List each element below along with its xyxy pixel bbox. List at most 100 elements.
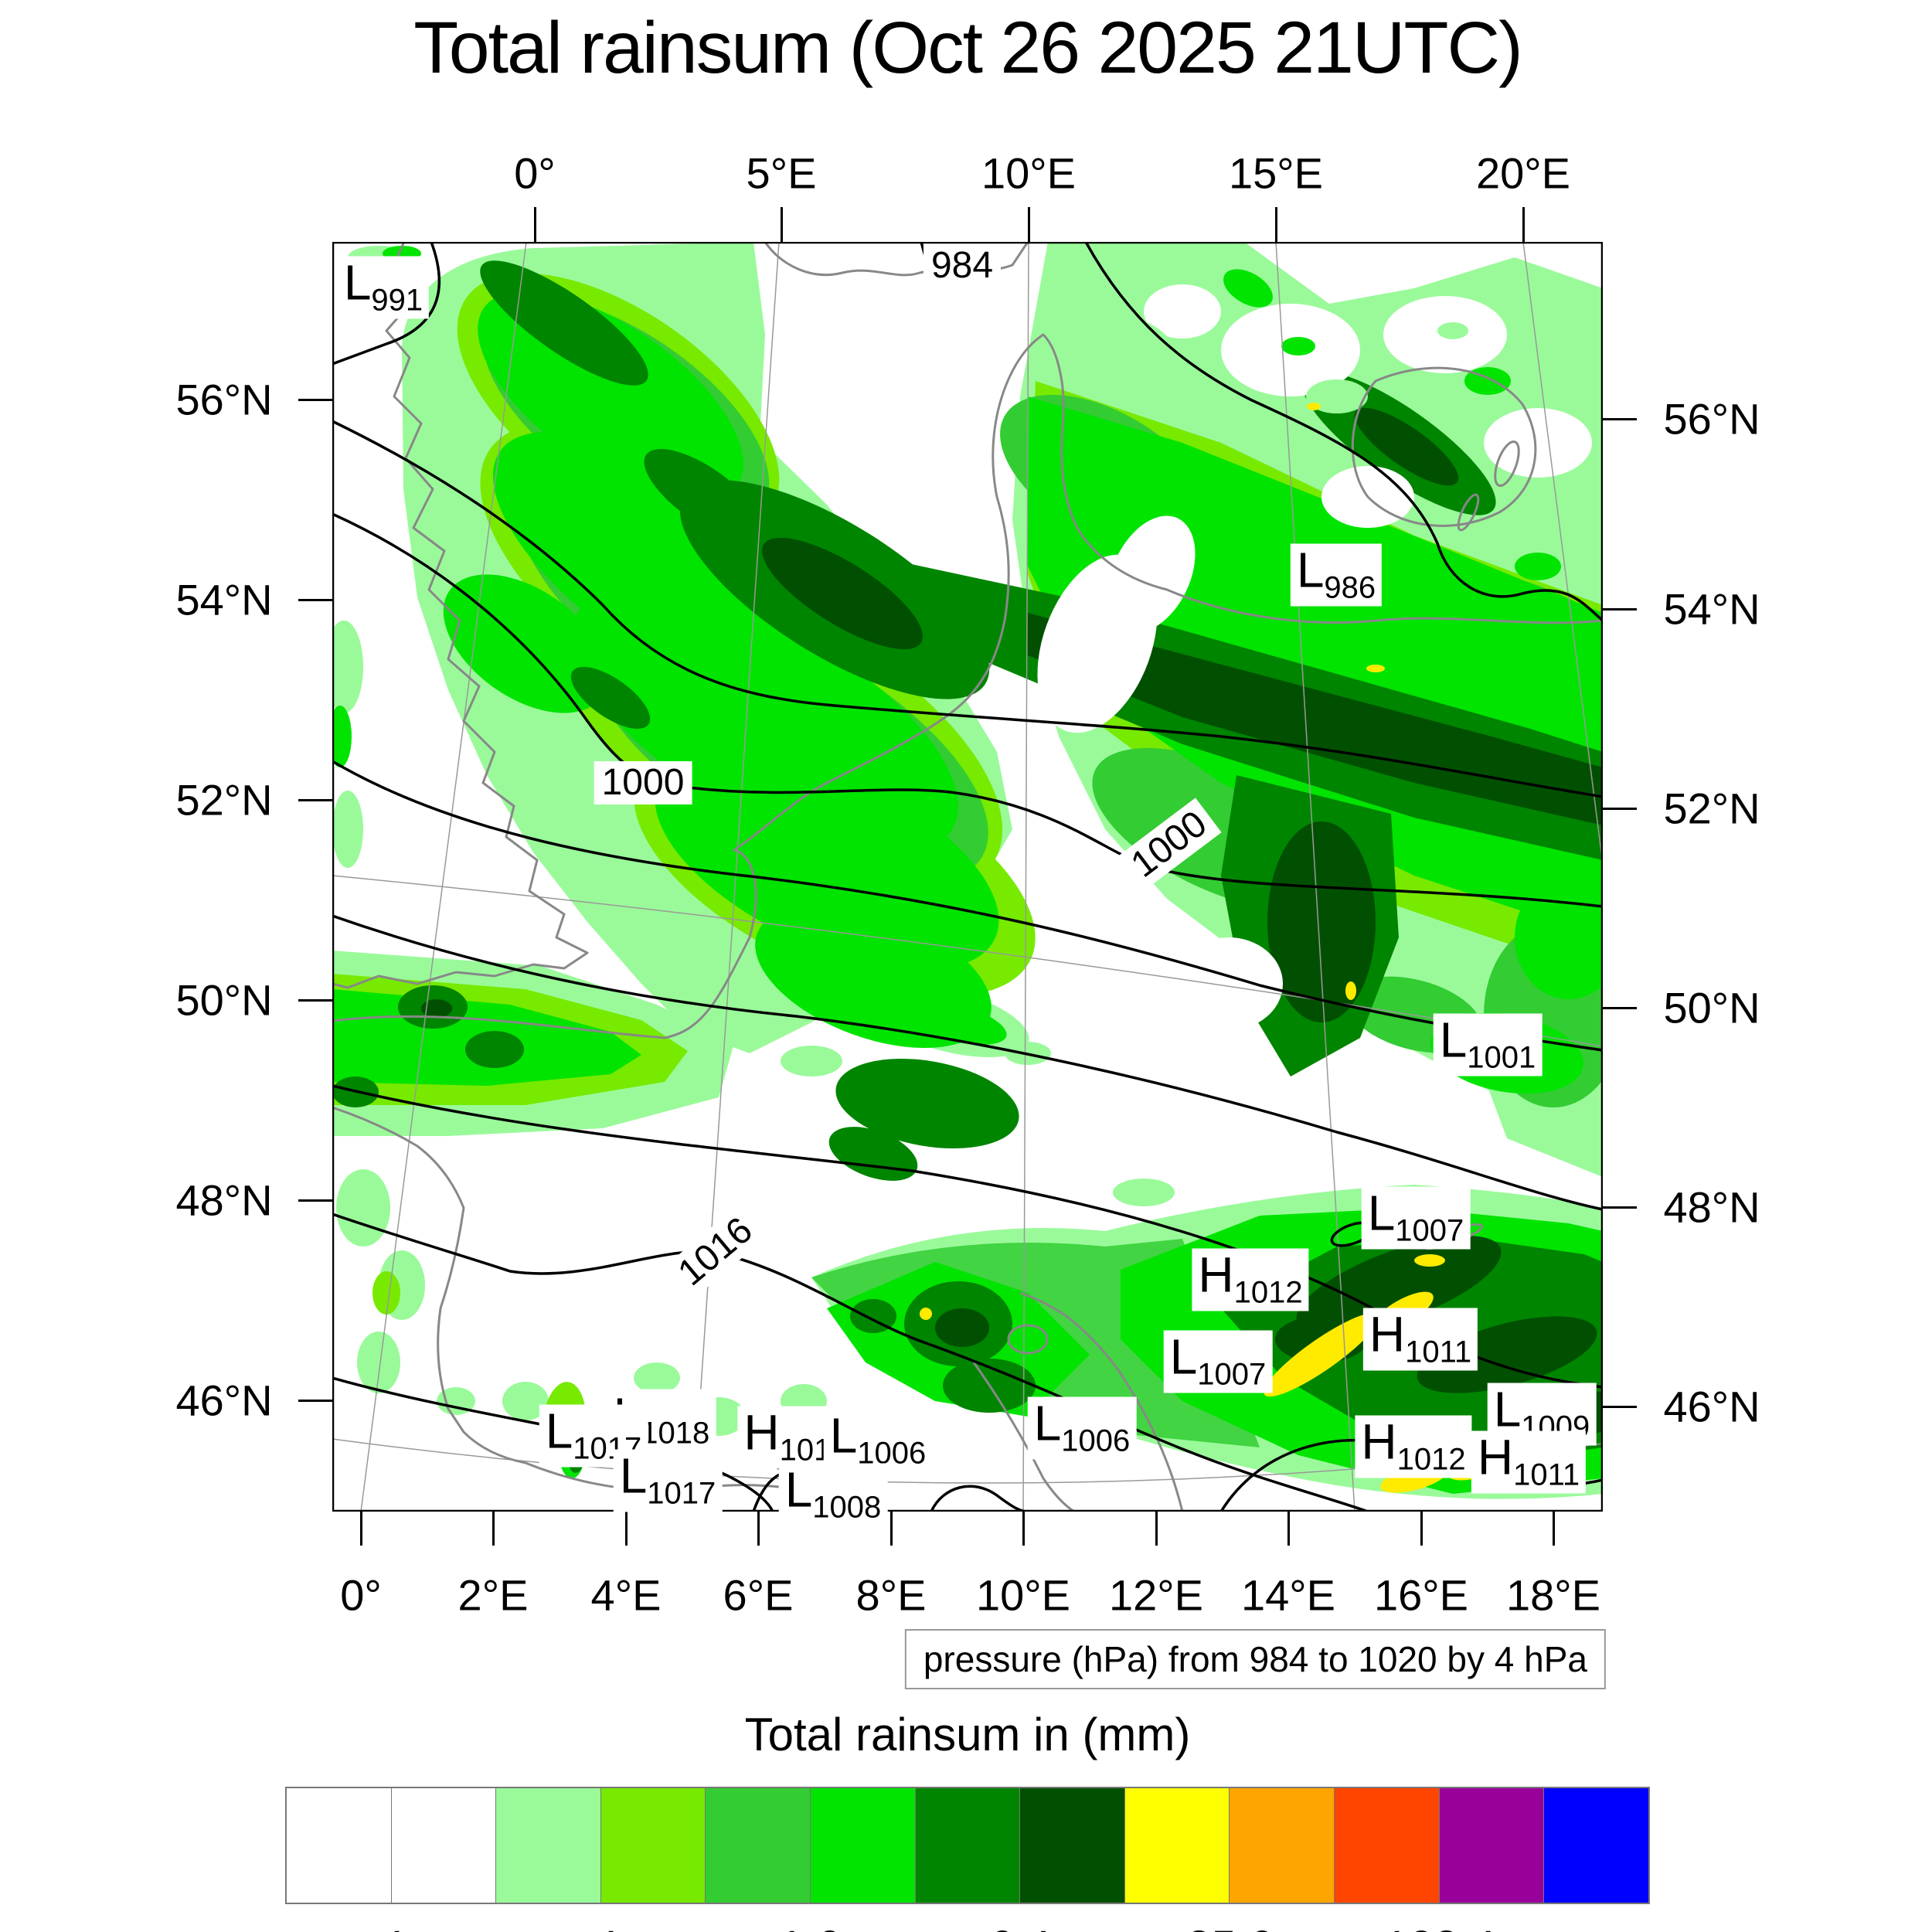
right-axis-label: 50°N — [1663, 983, 1760, 1032]
bottom-axis-label: 0° — [340, 1570, 382, 1620]
pressure-center-letter: L — [1033, 1395, 1062, 1451]
left-axis-label: 50°N — [175, 975, 273, 1025]
top-axis-label: 5°E — [746, 148, 817, 198]
colorbar-cell-5 — [811, 1788, 916, 1903]
pressure-center-letter: L — [784, 1461, 813, 1518]
pressure-center-value: 1011 — [1513, 1458, 1580, 1492]
left-axis-label: 52°N — [175, 775, 273, 825]
pressure-center-value: 1008 — [812, 1490, 882, 1525]
bottom-tick — [625, 1512, 628, 1546]
low-pressure-label: L1007 — [1361, 1185, 1471, 1250]
top-axis-label: 15°E — [1228, 148, 1324, 198]
left-axis-label: 46°N — [175, 1376, 273, 1425]
colorbar-cell-2 — [496, 1788, 601, 1903]
top-tick — [1028, 207, 1030, 242]
pressure-center-value: 1006 — [1061, 1423, 1131, 1458]
top-axis-label: 20°E — [1475, 148, 1571, 198]
bottom-tick — [1553, 1512, 1555, 1546]
bottom-axis-label: 2°E — [457, 1570, 529, 1620]
colorbar-tick-label: 1.6 — [779, 1921, 842, 1932]
colorbar-tick-label: .1 — [372, 1921, 409, 1932]
bottom-axis-label: 12°E — [1108, 1570, 1204, 1620]
colorbar-tick-label: 25.6 — [1186, 1921, 1274, 1932]
right-tick — [1603, 808, 1637, 810]
pressure-center-letter: L — [1296, 542, 1325, 598]
pressure-center-letter: L — [829, 1407, 858, 1464]
right-axis-label: 52°N — [1663, 784, 1760, 833]
left-tick — [298, 1400, 332, 1402]
pressure-center-value: 1017 — [647, 1476, 716, 1511]
colorbar-cell-11 — [1439, 1788, 1545, 1903]
map-border — [332, 242, 1603, 1512]
right-tick — [1603, 418, 1637, 420]
low-pressure-label: L991 — [337, 254, 430, 319]
pressure-center-letter: L — [1367, 1185, 1396, 1241]
pressure-center-letter: L — [1439, 1012, 1468, 1068]
pressure-center-value: 986 — [1324, 570, 1376, 605]
pressure-center-value: 1018 — [641, 1416, 710, 1451]
left-tick — [298, 1199, 332, 1202]
left-axis-label: 48°N — [175, 1175, 273, 1225]
low-pressure-label: L1008 — [778, 1461, 888, 1526]
pressure-center-value: 1001 — [1467, 1040, 1536, 1075]
rainfall-map — [332, 242, 1603, 1512]
pressure-center-letter: H — [1361, 1413, 1397, 1470]
scattered-flecks — [1112, 318, 1603, 512]
pressure-center-letter: L — [1169, 1328, 1198, 1385]
bottom-axis-label: 18°E — [1505, 1570, 1601, 1620]
left-tick — [298, 599, 332, 601]
bottom-tick — [360, 1512, 362, 1546]
colorbar-title: Total rainsum in (mm) — [744, 1709, 1191, 1760]
high-pressure-label: H1012 — [1355, 1413, 1472, 1478]
colorbar-cell-6 — [915, 1788, 1021, 1903]
bottom-tick — [1287, 1512, 1290, 1546]
contour-value-label: 984 — [923, 244, 1002, 287]
high-pressure-label: H1011 — [1362, 1306, 1478, 1371]
pressure-center-letter: L — [1493, 1381, 1522, 1437]
colorbar-cell-3 — [600, 1788, 706, 1903]
low-pressure-label: L1006 — [823, 1407, 933, 1472]
colorbar-cell-1 — [391, 1788, 497, 1903]
right-tick — [1603, 608, 1637, 611]
bottom-tick — [492, 1512, 495, 1546]
high-pressure-label: H1011 — [1471, 1430, 1587, 1494]
colorbar-cell-0 — [287, 1788, 392, 1903]
bottom-tick — [757, 1512, 760, 1546]
high-pressure-label: H1012 — [1192, 1247, 1309, 1311]
low-pressure-label: L1001 — [1433, 1012, 1543, 1077]
bottom-axis-label: 4°E — [590, 1570, 662, 1620]
right-tick — [1603, 1007, 1637, 1009]
pressure-center-letter: L — [545, 1403, 573, 1459]
dry-gaps — [1037, 284, 1592, 1030]
pressure-center-letter: H — [1198, 1247, 1234, 1303]
left-tick — [298, 399, 332, 401]
pressure-center-letter: H — [1369, 1306, 1406, 1362]
bottom-tick — [890, 1512, 893, 1546]
bottom-axis-label: 14°E — [1240, 1570, 1336, 1620]
bottom-axis-label: 6°E — [723, 1570, 794, 1620]
pressure-center-value: 1007 — [1197, 1357, 1267, 1392]
pressure-legend-note: pressure (hPa) from 984 to 1020 by 4 hPa — [904, 1629, 1606, 1689]
right-axis-label: 54°N — [1663, 584, 1760, 634]
bottom-tick — [1155, 1512, 1158, 1546]
right-axis-label: 46°N — [1663, 1382, 1760, 1431]
pressure-center-letter: L — [343, 254, 372, 311]
top-tick — [1275, 207, 1277, 242]
pressure-center-value: 1011 — [1405, 1335, 1472, 1369]
left-axis-label: 56°N — [175, 375, 273, 424]
colorbar-cell-10 — [1335, 1788, 1440, 1903]
top-axis-label: 0° — [514, 148, 556, 198]
colorbar-tick-label: 102.4 — [1384, 1921, 1496, 1932]
left-tick — [298, 999, 332, 1002]
left-tick — [298, 799, 332, 801]
bottom-axis-label: 10°E — [975, 1570, 1071, 1620]
right-axis-label: 48°N — [1663, 1182, 1760, 1232]
colorbar-cell-8 — [1124, 1788, 1230, 1903]
colorbar-cell-4 — [706, 1788, 811, 1903]
low-pressure-label: L986 — [1290, 542, 1383, 607]
top-tick — [781, 207, 783, 242]
page-title: Total rainsum (Oct 26 2025 21UTC) — [413, 7, 1523, 89]
contour-value-label: 1000 — [594, 761, 692, 804]
low-pressure-label: L1017 — [613, 1449, 723, 1512]
